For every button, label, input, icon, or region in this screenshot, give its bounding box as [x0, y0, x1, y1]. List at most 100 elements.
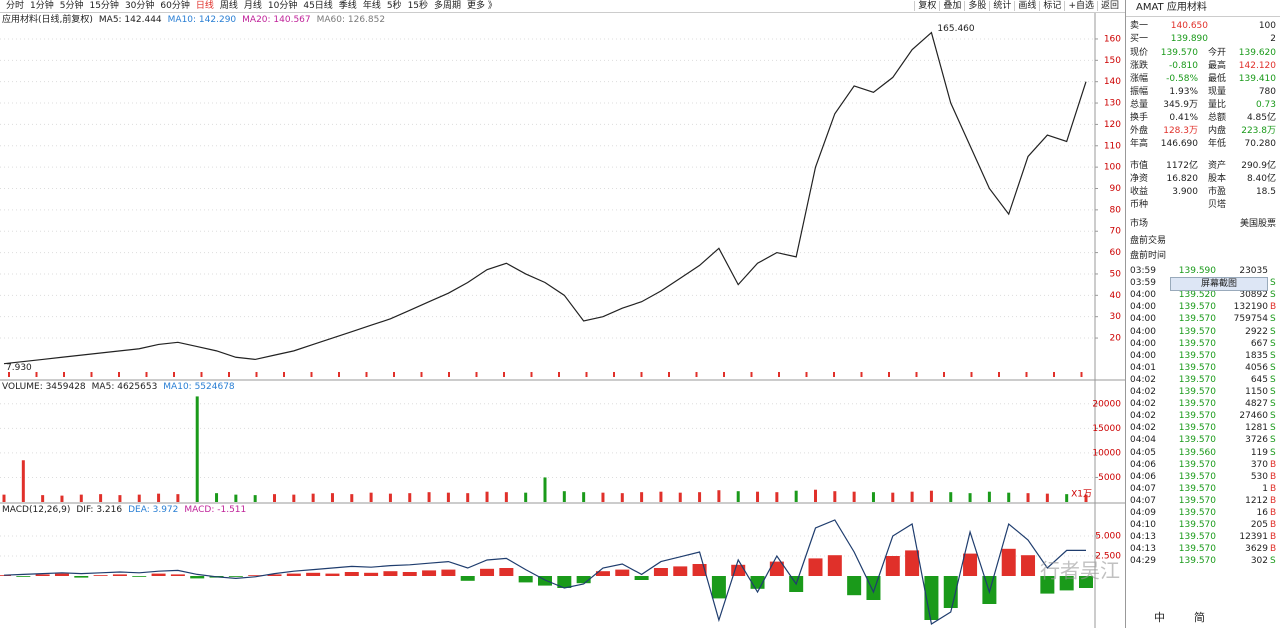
volume-bar: [543, 477, 547, 502]
tick-time: 04:02: [1130, 374, 1156, 385]
volume-bar: [215, 493, 219, 502]
toolbar-tab[interactable]: 30分钟: [124, 1, 155, 11]
dividend-marker: [365, 372, 368, 377]
tick-price: 139.570: [1178, 508, 1216, 518]
toolbar-tab[interactable]: 10分钟: [267, 1, 298, 11]
y-tick-label: 5000: [1098, 473, 1121, 483]
toolbar-tab[interactable]: 分时: [6, 1, 25, 11]
volume-bar: [717, 490, 721, 502]
macd-bar: [1079, 576, 1093, 588]
volume-bar: [1065, 494, 1069, 502]
y-tick-label: 50: [1110, 269, 1122, 279]
macd-bar: [441, 569, 456, 576]
quote-value: 142.120: [1238, 61, 1276, 71]
toolbar-button[interactable]: 叠加: [939, 1, 965, 11]
indicator: MACD: -1.511: [184, 505, 246, 515]
tick-time: 04:06: [1130, 471, 1156, 482]
tick-volume: 4827: [1245, 399, 1268, 410]
volume-bar: [137, 494, 141, 502]
volume-bar: [852, 491, 856, 502]
tick-time: 03:59: [1130, 266, 1156, 276]
toolbar-tab[interactable]: 季线: [338, 1, 357, 11]
toolbar-tab[interactable]: 5分钟: [59, 1, 84, 11]
toolbar-tab[interactable]: 45日线: [303, 1, 333, 11]
y-tick-label: 5.000: [1095, 532, 1121, 542]
tick-volume: 27460: [1239, 411, 1268, 422]
tick-time: 04:06: [1130, 459, 1156, 470]
macd-bar: [286, 573, 301, 576]
toolbar-button[interactable]: 返回: [1096, 1, 1122, 11]
toolbar-tab[interactable]: 日线: [195, 1, 214, 11]
quote-label: 总量: [1130, 100, 1149, 110]
tick-time: 04:07: [1130, 483, 1156, 494]
macd-bar: [402, 572, 417, 576]
volume-bar: [195, 396, 199, 502]
volume-bar: [427, 492, 431, 502]
toolbar-tab[interactable]: 月线: [243, 1, 262, 11]
toolbar-button[interactable]: 统计: [989, 1, 1015, 11]
volume-bar: [1045, 493, 1049, 502]
dividend-marker: [90, 372, 93, 377]
tick-side: B: [1270, 302, 1277, 313]
toolbar-tab[interactable]: 多周期: [434, 1, 462, 11]
high-annotation: 165.460: [937, 24, 974, 34]
dividend-marker: [1080, 372, 1083, 377]
dividend-marker: [173, 372, 175, 377]
toolbar-tab[interactable]: 周线: [219, 1, 238, 11]
toolbar-tab[interactable]: 5秒: [386, 1, 402, 11]
macd-bar: [93, 575, 108, 576]
toolbar-tab[interactable]: 1分钟: [30, 1, 54, 11]
market-value: 美国股票: [1239, 219, 1276, 229]
status-item[interactable]: 中: [1154, 611, 1165, 624]
fund-value: 16.820: [1166, 174, 1199, 184]
fund-label: 贝塔: [1208, 200, 1227, 210]
toolbar-button[interactable]: +自选: [1064, 1, 1097, 11]
y-tick-label: 20000: [1092, 399, 1121, 409]
volume-bar: [678, 492, 682, 502]
toolbar-tab[interactable]: 更多 》: [467, 1, 497, 11]
toolbar-tab[interactable]: 年线: [362, 1, 381, 11]
macd-bar: [731, 564, 746, 576]
status-item[interactable]: 简: [1194, 611, 1205, 624]
macd-bar: [538, 576, 552, 586]
volume-bar: [311, 493, 315, 502]
macd-bar: [905, 550, 920, 576]
toolbar-tab[interactable]: 60分钟: [160, 1, 190, 11]
macd-bar: [344, 572, 359, 576]
tick-price: 139.570: [1178, 350, 1216, 361]
tick-time: 04:02: [1130, 399, 1156, 410]
tick-side: S: [1270, 435, 1276, 446]
toolbar-tab[interactable]: 15分钟: [89, 1, 119, 11]
macd-bar: [1021, 555, 1036, 576]
volume-bar: [814, 489, 817, 502]
macd-bar: [557, 576, 572, 588]
volume-bar: [1007, 492, 1011, 502]
tick-side: S: [1270, 362, 1276, 373]
dividend-marker: [283, 372, 285, 377]
tick-time: 04:09: [1130, 508, 1156, 518]
toolbar-tab[interactable]: 15秒: [407, 1, 429, 11]
dividend-marker: [695, 372, 698, 377]
y-tick-label: 20: [1110, 334, 1122, 344]
toolbar-button[interactable]: 复权: [914, 1, 940, 11]
y-tick-label: 10000: [1092, 448, 1121, 458]
tick-side: S: [1270, 314, 1276, 325]
toolbar-button[interactable]: 标记: [1039, 1, 1065, 11]
dividend-marker: [1025, 372, 1028, 377]
toolbar-button[interactable]: 多股: [964, 1, 990, 11]
toolbar: 分时 1分钟 5分钟 15分钟 30分钟 60分钟 日线 周线 月线 10分钟 45日线 季线 年线 5秒…: [0, 0, 1125, 13]
tick-price: 139.570: [1178, 423, 1216, 434]
toolbar-button[interactable]: 画线: [1014, 1, 1040, 11]
dividend-marker: [750, 372, 753, 377]
unit-label: X1万: [1071, 490, 1092, 500]
tick-time: 04:13: [1130, 544, 1156, 555]
fund-value: 1172亿: [1166, 161, 1198, 171]
quote-label: 量比: [1208, 100, 1227, 110]
fund-label: 收益: [1130, 187, 1149, 197]
quote-label: 现价: [1130, 48, 1149, 58]
y-tick-label: 60: [1110, 248, 1122, 258]
volume-bar: [794, 490, 798, 502]
tick-time: 04:29: [1130, 556, 1156, 567]
indicator: MA5: 4625653: [92, 382, 158, 392]
tick-volume: 16: [1256, 508, 1268, 518]
